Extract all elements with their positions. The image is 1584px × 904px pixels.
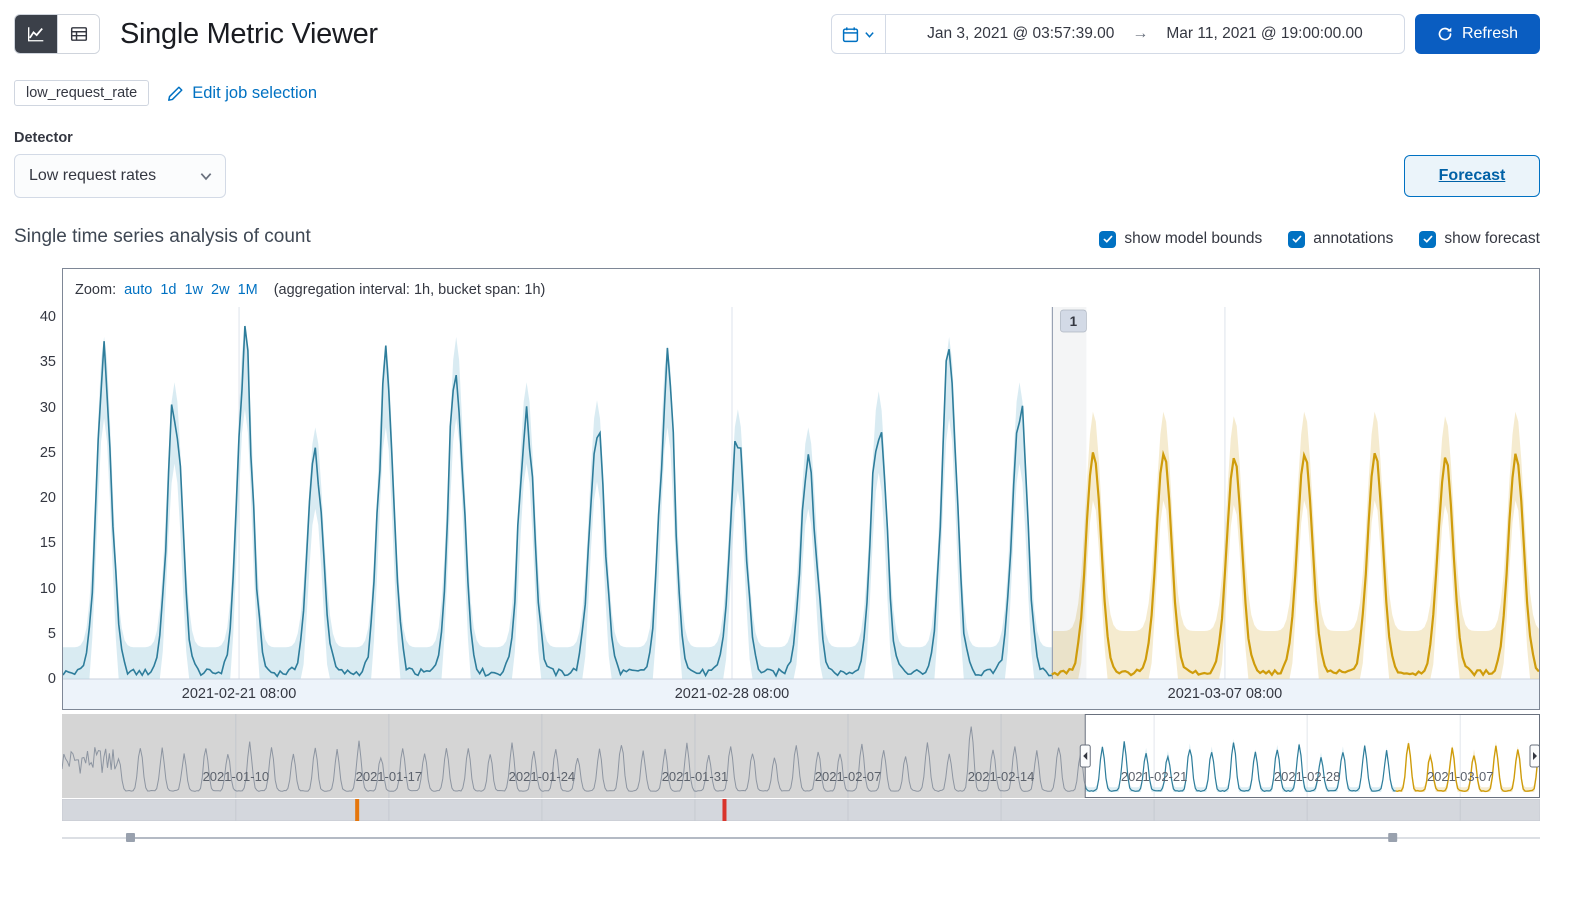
checkbox-checked-icon: [1288, 230, 1306, 248]
brush-handle-left-arrow-icon: [1083, 752, 1088, 760]
zoom-option-2w[interactable]: 2w: [211, 282, 230, 298]
table-icon: [70, 25, 88, 43]
detector-selected-value: Low request rates: [29, 167, 157, 184]
context-tick-label: 2021-03-07: [1427, 769, 1494, 784]
checkbox-label: annotations: [1313, 230, 1394, 247]
edit-job-selection-link[interactable]: Edit job selection: [167, 84, 317, 103]
context-chart-wrap: 2021-01-10 2021-01-17 2021-01-24 2021-01-31…: [62, 714, 1540, 798]
scrollbar-handle-left[interactable]: [125, 833, 135, 842]
context-tick-label: 2021-01-17: [356, 769, 423, 784]
detector-label: Detector: [14, 130, 73, 146]
start-date-button[interactable]: Jan 3, 2021 @ 03:57:39.00: [921, 21, 1120, 47]
context-tick-label: 2021-01-10: [203, 769, 270, 784]
chart-options: show model bounds annotations show forec…: [1099, 230, 1540, 248]
job-badge[interactable]: low_request_rate: [14, 80, 150, 106]
annotation-marker[interactable]: [722, 799, 727, 821]
y-axis-tick: 25: [39, 444, 56, 461]
context-forecast-line: [1395, 743, 1540, 793]
checkbox-checked-icon: [1099, 230, 1117, 248]
zoom-option-1d[interactable]: 1d: [160, 282, 177, 298]
zoom-option-1w[interactable]: 1w: [184, 282, 204, 298]
swimlane-background: [62, 799, 1540, 821]
chevron-down-icon: [199, 169, 213, 183]
forecast-button[interactable]: Forecast: [1404, 155, 1540, 197]
brush-handle-right-arrow-icon: [1533, 752, 1537, 760]
checkbox-checked-icon: [1419, 230, 1437, 248]
checkbox-label: show forecast: [1444, 230, 1540, 247]
y-axis-tick: 40: [39, 309, 56, 325]
timeline-scrollbar[interactable]: [62, 829, 1540, 847]
pencil-icon: [167, 85, 184, 102]
refresh-label: Refresh: [1461, 25, 1518, 42]
page-header: Single Metric Viewer Jan 3, 2021 @ 03:57…: [14, 14, 1540, 54]
date-range-arrow: →: [1132, 25, 1149, 42]
annotation-badge-label: 1: [1070, 314, 1078, 329]
zoom-option-1M[interactable]: 1M: [237, 282, 258, 298]
actual-line: [63, 325, 1052, 678]
y-axis-tick: 30: [39, 399, 56, 416]
chart-line-icon: [27, 25, 45, 43]
end-date-button[interactable]: Mar 11, 2021 @ 19:00:00.00: [1160, 21, 1368, 47]
annotations-swimlane[interactable]: [62, 799, 1540, 821]
annotation-marker[interactable]: [355, 799, 360, 821]
refresh-button[interactable]: Refresh: [1414, 14, 1540, 54]
detector-select[interactable]: Low request rates: [14, 154, 226, 198]
scrollbar-handle-right[interactable]: [1388, 833, 1398, 842]
brush-selection-bg: [1085, 714, 1540, 798]
zoom-option-auto[interactable]: auto: [124, 282, 153, 298]
y-axis-tick: 5: [47, 625, 56, 642]
checkbox-label: show model bounds: [1124, 230, 1263, 247]
context-tick-label: 2021-02-21: [1121, 769, 1188, 784]
y-axis-tick: 10: [39, 580, 56, 597]
single-metric-viewer-page: Single Metric Viewer Jan 3, 2021 @ 03:57…: [14, 14, 1540, 847]
context-chart[interactable]: 2021-01-10 2021-01-17 2021-01-24 2021-01-31…: [62, 714, 1540, 798]
x-tick-label: 2021-02-28 08:00: [675, 686, 790, 702]
timeline-scrollbar-wrap: [62, 829, 1540, 847]
view-toggle: [14, 14, 100, 54]
date-picker: Jan 3, 2021 @ 03:57:39.00 → Mar 11, 2021…: [830, 14, 1405, 54]
page-title: Single Metric Viewer: [120, 17, 378, 50]
checkbox-show-model-bounds[interactable]: show model bounds: [1099, 230, 1262, 248]
analysis-heading: Single time series analysis of count: [14, 226, 311, 247]
calendar-icon: [842, 26, 859, 43]
context-tick-label: 2021-02-14: [968, 769, 1034, 784]
y-axis-tick: 20: [39, 490, 56, 506]
context-tick-label: 2021-02-07: [815, 769, 882, 784]
main-chart-box: Zoom: auto 1d 1w 2w 1M (aggregation inte…: [62, 268, 1540, 710]
y-axis-tick: 15: [39, 535, 56, 552]
edit-job-selection-label: Edit job selection: [192, 83, 317, 102]
job-row: low_request_rate Edit job selection: [14, 80, 1540, 106]
context-tick-label: 2021-01-24: [509, 769, 576, 784]
table-view-button[interactable]: [57, 15, 99, 53]
calendar-button[interactable]: [832, 15, 886, 53]
checkbox-show-forecast[interactable]: show forecast: [1419, 230, 1540, 248]
zoom-controls: Zoom: auto 1d 1w 2w 1M (aggregation inte…: [63, 269, 1539, 305]
main-chart[interactable]: 1 2021-02-21 08:00 2021-02-28 08:00 2021-03…: [63, 305, 1539, 709]
aggregation-info: (aggregation interval: 1h, bucket span: …: [273, 282, 546, 298]
y-axis-tick: 0: [47, 671, 56, 687]
detector-row: Low request rates Forecast: [14, 154, 1540, 198]
x-axis-strip: [63, 679, 1539, 709]
forecast-band: [1051, 411, 1539, 679]
y-axis-labels: 0 5 10 15 20 25 30 35 40: [14, 268, 56, 710]
checkbox-annotations[interactable]: annotations: [1288, 230, 1393, 248]
context-tick-label: 2021-01-31: [662, 769, 729, 784]
annotation-badge[interactable]: [1060, 309, 1087, 333]
time-series-chart-section: 0 5 10 15 20 25 30 35 40 Zoom: auto 1d 1w 2w 1M …: [14, 268, 1540, 710]
x-tick-label: 2021-02-21 08:00: [182, 686, 297, 702]
chart-view-button[interactable]: [15, 15, 57, 53]
analysis-row: Single time series analysis of count sho…: [14, 226, 1540, 248]
context-tick-label: 2021-02-28: [1274, 769, 1341, 784]
scrollbar-thumb[interactable]: [129, 837, 1393, 839]
context-actual-line: [1085, 741, 1396, 793]
zoom-label: Zoom:: [75, 282, 117, 298]
chevron-down-icon: [864, 29, 875, 40]
y-axis-tick: 35: [39, 354, 56, 371]
x-tick-label: 2021-03-07 08:00: [1168, 686, 1283, 702]
annotations-swimlane-wrap: [62, 799, 1540, 821]
refresh-icon: [1437, 26, 1453, 42]
model-bounds-band: [63, 327, 1052, 679]
forecast-line: [1051, 449, 1539, 678]
